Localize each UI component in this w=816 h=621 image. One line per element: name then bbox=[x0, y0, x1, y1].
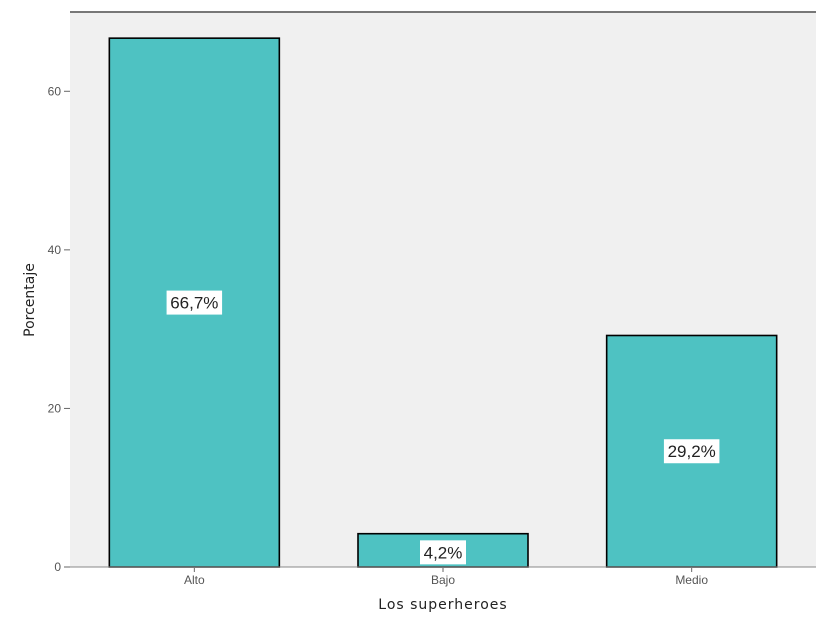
data-label-box bbox=[166, 290, 223, 315]
y-axis: 0 20 40 60 bbox=[48, 84, 70, 574]
data-label-box bbox=[420, 540, 466, 565]
data-label: 29,2% bbox=[668, 442, 716, 461]
y-axis-title: Porcentaje bbox=[22, 263, 38, 337]
x-axis: Alto Bajo Medio bbox=[70, 566, 816, 587]
x-axis-title: Los superheroes bbox=[378, 597, 507, 613]
x-tick-label: Bajo bbox=[431, 573, 455, 587]
x-tick-label: Medio bbox=[675, 573, 708, 587]
data-label: 66,7% bbox=[170, 294, 218, 313]
y-tick-label: 40 bbox=[48, 243, 62, 257]
y-tick-label: 60 bbox=[48, 84, 62, 98]
y-tick-label: 0 bbox=[54, 560, 61, 574]
data-label-box bbox=[663, 439, 720, 464]
y-tick-label: 20 bbox=[48, 401, 62, 415]
x-tick-label: Alto bbox=[184, 573, 205, 587]
data-label: 4,2% bbox=[424, 543, 463, 562]
data-labels-group: 66,7% 4,2% 29,2% bbox=[166, 290, 720, 565]
